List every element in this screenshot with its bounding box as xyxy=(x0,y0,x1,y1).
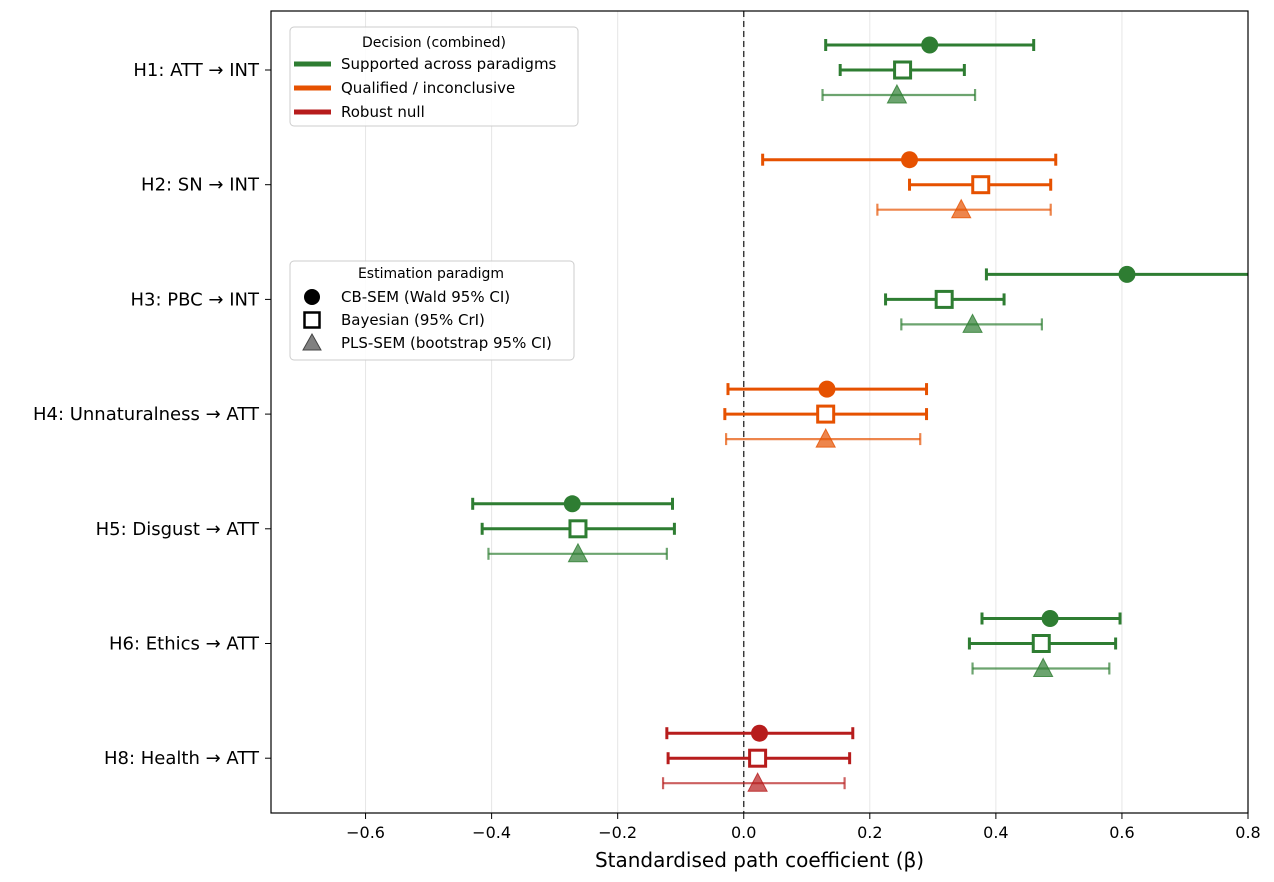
estimate-point xyxy=(971,175,991,195)
category-label: H5: Disgust → ATT xyxy=(96,519,260,540)
estimate-point xyxy=(893,60,913,80)
estimate-point xyxy=(962,313,983,333)
estimate-point xyxy=(815,428,837,448)
x-tick-label: −0.6 xyxy=(346,823,385,842)
decision-legend-box xyxy=(289,26,579,127)
paradigm-legend-marker xyxy=(304,289,320,305)
x-tick-label: 0.0 xyxy=(731,823,756,842)
estimate-point xyxy=(950,198,972,219)
category-label: H1: ATT → INT xyxy=(133,60,260,81)
estimate-point xyxy=(901,151,919,169)
paradigm-legend-marker xyxy=(302,332,322,351)
estimate-point xyxy=(563,495,581,513)
decision-legend-label: Robust null xyxy=(341,103,425,121)
x-tick-label: 0.8 xyxy=(1235,823,1260,842)
estimate-point xyxy=(568,519,588,539)
x-axis-title: Standardised path coefficient (β) xyxy=(595,848,924,872)
x-tick-label: 0.2 xyxy=(857,823,882,842)
estimate-point xyxy=(816,404,836,424)
estimate-point xyxy=(567,542,589,563)
decision-legend-label: Supported across paradigms xyxy=(341,55,557,73)
category-label: H3: PBC → INT xyxy=(130,289,260,310)
estimate-point xyxy=(747,772,768,792)
category-label: H4: Unnaturalness → ATT xyxy=(33,404,260,425)
category-label: H8: Health → ATT xyxy=(104,748,260,769)
paradigm-legend-box xyxy=(289,260,575,361)
estimate-point xyxy=(1118,265,1136,283)
decision-legend-title: Decision (combined) xyxy=(362,35,506,51)
x-tick-label: 0.6 xyxy=(1109,823,1134,842)
estimate-point xyxy=(934,289,954,309)
x-tick-label: 0.4 xyxy=(983,823,1008,842)
data-marks xyxy=(471,36,1248,792)
decision-legend-label: Qualified / inconclusive xyxy=(341,79,515,97)
estimate-point xyxy=(1031,634,1051,653)
estimate-point xyxy=(1041,610,1059,627)
plot-frame xyxy=(270,10,1249,814)
estimate-point xyxy=(921,36,939,54)
x-tick-label: −0.2 xyxy=(598,823,637,842)
x-tick-label: −0.4 xyxy=(472,823,511,842)
category-label: H2: SN → INT xyxy=(141,175,260,196)
paradigm-legend-label: CB-SEM (Wald 95% CI) xyxy=(341,288,510,306)
estimate-point xyxy=(748,748,768,768)
paradigm-legend-label: PLS-SEM (bootstrap 95% CI) xyxy=(341,334,552,352)
paradigm-legend-marker xyxy=(303,311,321,329)
paradigm-legend-label: Bayesian (95% CrI) xyxy=(341,311,485,329)
estimate-point xyxy=(886,83,908,104)
estimate-point xyxy=(818,380,836,398)
category-label: H6: Ethics → ATT xyxy=(109,634,260,655)
paradigm-legend-title: Estimation paradigm xyxy=(358,266,504,282)
estimate-point xyxy=(751,724,768,742)
estimate-point xyxy=(1032,657,1054,677)
